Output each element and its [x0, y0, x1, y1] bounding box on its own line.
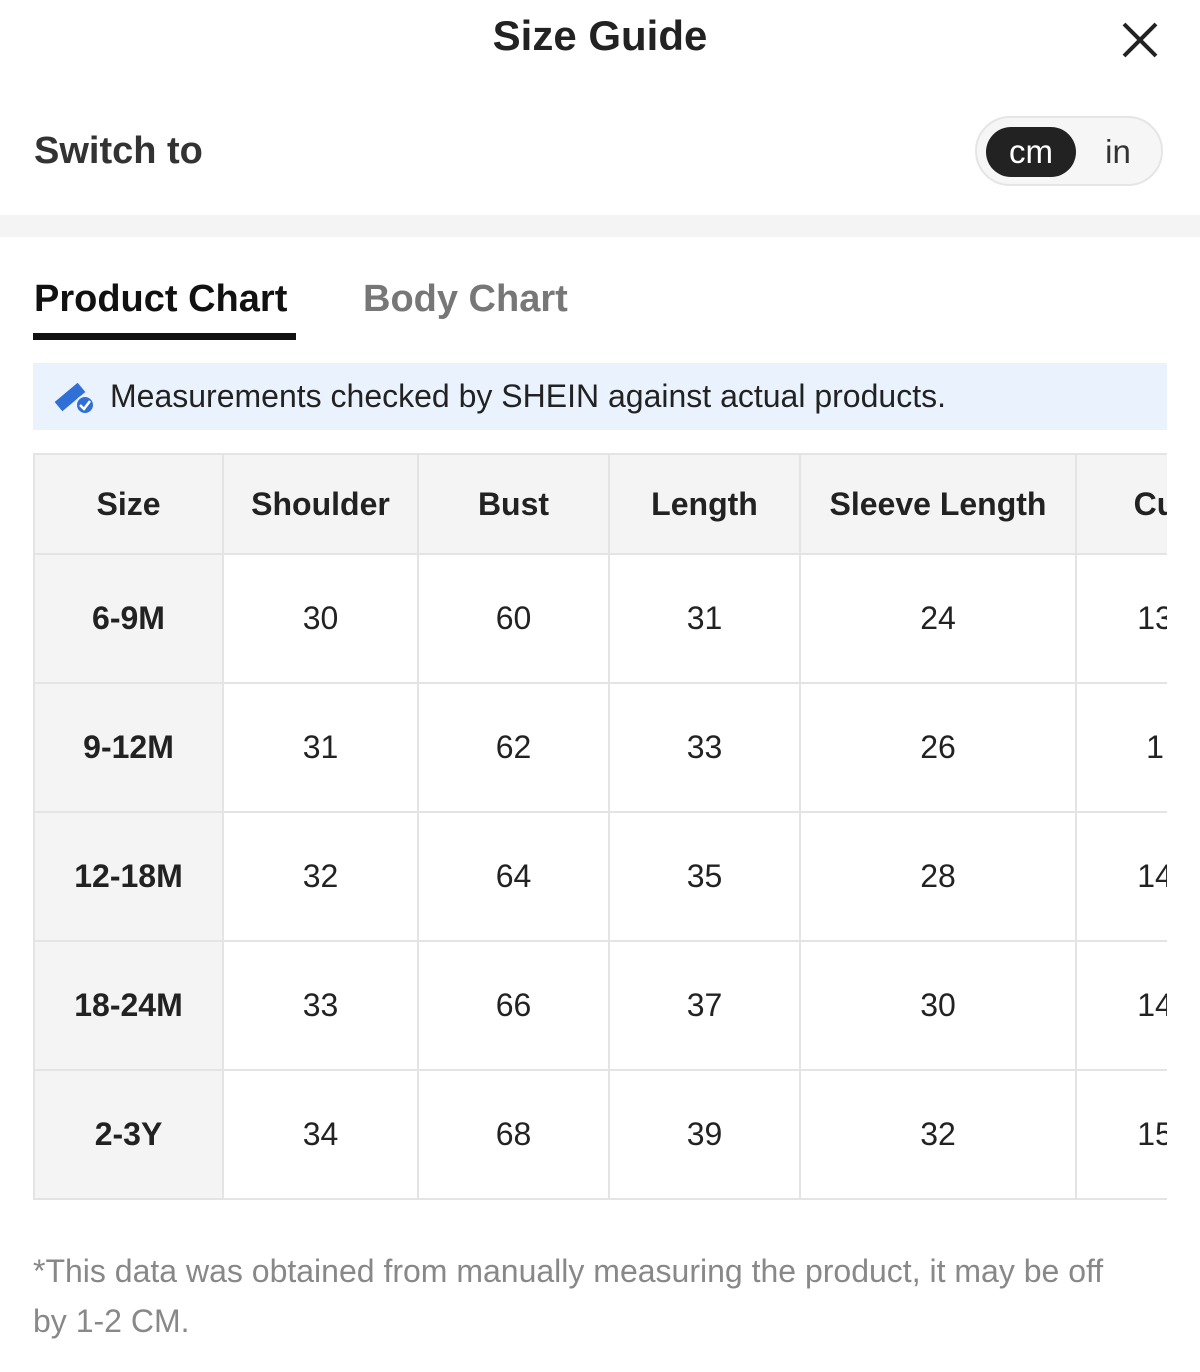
column-header: Sleeve Length	[799, 453, 1077, 555]
switch-label: Switch to	[34, 130, 203, 172]
size-cell: 12-18M	[33, 811, 224, 942]
size-cell: 6-9M	[33, 553, 224, 684]
tab[interactable]: Product Chart	[34, 278, 288, 320]
value-cell: 1	[1075, 682, 1167, 813]
separator	[0, 215, 1200, 237]
close-button[interactable]	[1120, 20, 1160, 60]
value-cell: 68	[417, 1069, 610, 1200]
unit-toggle: cm in	[975, 116, 1163, 186]
table-row: 18-24M3366373014	[33, 940, 1167, 1071]
table-row: 2-3Y3468393215	[33, 1069, 1167, 1200]
column-header: Cu	[1075, 453, 1167, 555]
value-cell: 37	[608, 940, 801, 1071]
value-cell: 66	[417, 940, 610, 1071]
notice-text: Measurements checked by SHEIN against ac…	[110, 378, 946, 414]
value-cell: 60	[417, 553, 610, 684]
unit-option[interactable]: cm	[986, 127, 1076, 177]
value-cell: 14	[1075, 940, 1167, 1071]
value-cell: 31	[608, 553, 801, 684]
value-cell: 15	[1075, 1069, 1167, 1200]
column-header: Length	[608, 453, 801, 555]
column-header: Shoulder	[222, 453, 419, 555]
value-cell: 13	[1075, 553, 1167, 684]
size-cell: 2-3Y	[33, 1069, 224, 1200]
value-cell: 32	[799, 1069, 1077, 1200]
value-cell: 14	[1075, 811, 1167, 942]
value-cell: 30	[799, 940, 1077, 1071]
value-cell: 30	[222, 553, 419, 684]
title: Size Guide	[492, 12, 708, 59]
ruler-icon	[54, 382, 95, 415]
column-header: Size	[33, 453, 224, 555]
table-row: 12-18M3264352814	[33, 811, 1167, 942]
value-cell: 34	[222, 1069, 419, 1200]
value-cell: 28	[799, 811, 1077, 942]
size-cell: 9-12M	[33, 682, 224, 813]
footnote: *This data was obtained from manually me…	[33, 1253, 1104, 1339]
value-cell: 33	[608, 682, 801, 813]
notice: Measurements checked by SHEIN against ac…	[33, 363, 1167, 430]
unit-option[interactable]: in	[1105, 133, 1131, 170]
value-cell: 39	[608, 1069, 801, 1200]
value-cell: 62	[417, 682, 610, 813]
value-cell: 26	[799, 682, 1077, 813]
tab-indicator	[33, 333, 296, 340]
value-cell: 35	[608, 811, 801, 942]
tab[interactable]: Body Chart	[363, 278, 568, 320]
size-cell: 18-24M	[33, 940, 224, 1071]
table-row: 6-9M3060312413	[33, 553, 1167, 684]
column-header: Bust	[417, 453, 610, 555]
value-cell: 32	[222, 811, 419, 942]
value-cell: 33	[222, 940, 419, 1071]
value-cell: 31	[222, 682, 419, 813]
value-cell: 24	[799, 553, 1077, 684]
value-cell: 64	[417, 811, 610, 942]
table-row: 9-12M 31 62 33 26 1	[33, 682, 1167, 813]
